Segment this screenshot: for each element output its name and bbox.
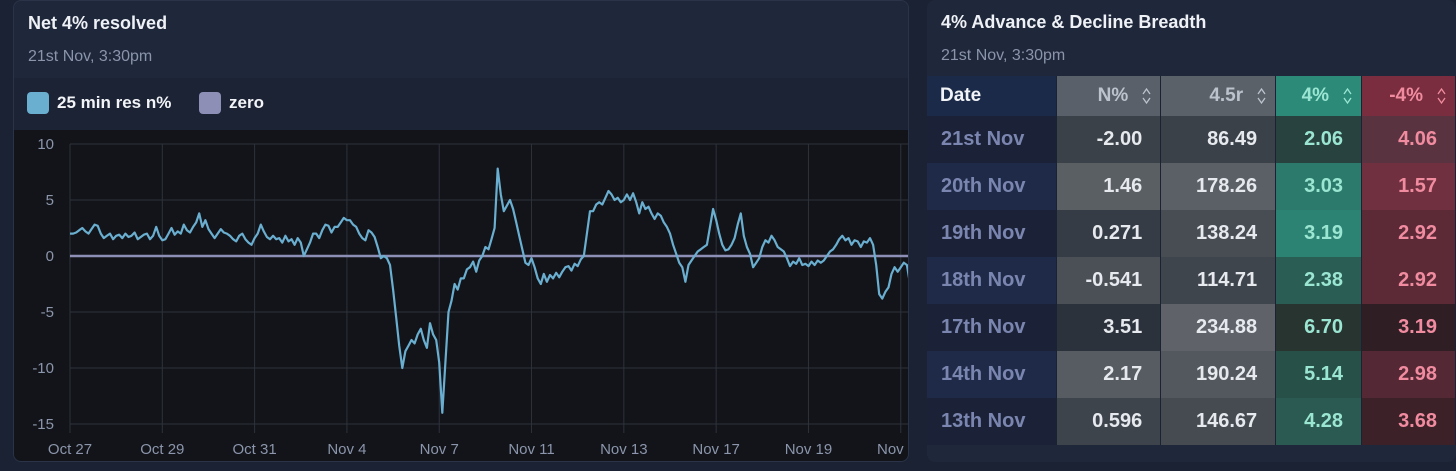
x-tick-label: Nov 7 [420, 441, 459, 458]
cell-decline: 4.06 [1361, 116, 1456, 163]
header-label: 4% [1301, 85, 1330, 106]
table-row[interactable]: 14th Nov 2.17 190.24 5.14 2.98 [927, 351, 1456, 398]
cell-n-pct: -0.541 [1056, 257, 1162, 304]
cell-decline: 3.68 [1361, 398, 1456, 445]
header-n-pct[interactable]: N% [1056, 76, 1162, 116]
panel-title: Net 4% resolved [28, 13, 168, 33]
cell-n-pct: -2.00 [1056, 116, 1162, 163]
cell-n-pct: 2.17 [1056, 351, 1162, 398]
cell-n-pct: 3.51 [1056, 304, 1162, 351]
series-line-main [70, 167, 908, 414]
table-row[interactable]: 13th Nov 0.596 146.67 4.28 3.68 [927, 398, 1456, 445]
header-date[interactable]: Date [927, 76, 1058, 116]
legend-item-series[interactable]: 25 min res n% [27, 92, 171, 114]
cell-decline: 2.98 [1361, 351, 1456, 398]
table-row[interactable]: 17th Nov 3.51 234.88 6.70 3.19 [927, 304, 1456, 351]
x-tick-label: Nov 17 [692, 441, 740, 458]
sort-icon[interactable] [1142, 87, 1151, 105]
cell-ratio: 86.49 [1160, 116, 1277, 163]
chart-area: 10 5 0 -5 -10 -15 Oct 27 Oct 29 Oct 31 Nov 4 Nov 7… [14, 130, 909, 461]
sort-icon[interactable] [1343, 87, 1352, 105]
sort-icon[interactable] [1437, 87, 1446, 105]
breadth-table: Date N% 4.5r 4% -4% 21st Nov [927, 76, 1456, 445]
panel-subtitle: 21st Nov, 3:30pm [941, 47, 1066, 64]
date: 20th Nov [927, 163, 1058, 210]
y-tick-label: 5 [46, 192, 54, 209]
cell-decline: 2.92 [1361, 257, 1456, 304]
x-tick-label: Oct 31 [233, 441, 277, 458]
legend-swatch-series [27, 92, 49, 114]
x-tick-label: Nov 19 [785, 441, 833, 458]
date: 21st Nov [927, 116, 1058, 163]
x-tick-label: Nov 4 [327, 441, 366, 458]
table-header-row: Date N% 4.5r 4% -4% [927, 76, 1456, 116]
cell-advance: 4.28 [1275, 398, 1363, 445]
x-tick-label: Nov 13 [600, 441, 648, 458]
cell-n-pct: 0.271 [1056, 210, 1162, 257]
header-label: 4.5r [1209, 85, 1244, 106]
table-row[interactable]: 18th Nov -0.541 114.71 2.38 2.92 [927, 257, 1456, 304]
date: 13th Nov [927, 398, 1058, 445]
table-row[interactable]: 19th Nov 0.271 138.24 3.19 2.92 [927, 210, 1456, 257]
cell-n-pct: 1.46 [1056, 163, 1162, 210]
header-ratio[interactable]: 4.5r [1160, 76, 1277, 116]
legend-item-zero[interactable]: zero [199, 92, 264, 114]
sort-icon[interactable] [1257, 87, 1266, 105]
x-tick-label: Nov 21 [877, 441, 909, 458]
cell-ratio: 234.88 [1160, 304, 1277, 351]
cell-advance: 2.38 [1275, 257, 1363, 304]
legend-label-series: 25 min res n% [57, 93, 172, 112]
header-advance[interactable]: 4% [1275, 76, 1363, 116]
table-row[interactable]: 20th Nov 1.46 178.26 3.03 1.57 [927, 163, 1456, 210]
header-decline[interactable]: -4% [1361, 76, 1456, 116]
line-chart: 10 5 0 -5 -10 -15 Oct 27 Oct 29 Oct 31 Nov 4 Nov 7… [32, 136, 909, 458]
y-tick-label: 10 [37, 136, 54, 153]
cell-ratio: 190.24 [1160, 351, 1277, 398]
net-resolved-panel: Net 4% resolved 21st Nov, 3:30pm 25 min … [13, 0, 909, 462]
y-tick-label: -5 [41, 304, 54, 321]
legend-swatch-zero [199, 92, 221, 114]
cell-advance: 5.14 [1275, 351, 1363, 398]
chart-legend: 25 min res n% zero [14, 78, 908, 130]
cell-decline: 2.92 [1361, 210, 1456, 257]
cell-ratio: 178.26 [1160, 163, 1277, 210]
date: 17th Nov [927, 304, 1058, 351]
breadth-panel: 4% Advance & Decline Breadth 21st Nov, 3… [927, 0, 1456, 462]
cell-advance: 3.19 [1275, 210, 1363, 257]
panel-title: 4% Advance & Decline Breadth [941, 12, 1207, 32]
cell-advance: 6.70 [1275, 304, 1363, 351]
cell-n-pct: 0.596 [1056, 398, 1162, 445]
table-row[interactable]: 21st Nov -2.00 86.49 2.06 4.06 [927, 116, 1456, 163]
cell-ratio: 146.67 [1160, 398, 1277, 445]
date: 14th Nov [927, 351, 1058, 398]
header-label: N% [1097, 85, 1129, 106]
panel-subtitle: 21st Nov, 3:30pm [28, 48, 153, 65]
cell-ratio: 138.24 [1160, 210, 1277, 257]
y-tick-label: -10 [32, 360, 54, 377]
x-tick-label: Oct 29 [140, 441, 184, 458]
cell-decline: 1.57 [1361, 163, 1456, 210]
legend-label-zero: zero [229, 93, 264, 112]
date: 19th Nov [927, 210, 1058, 257]
cell-advance: 2.06 [1275, 116, 1363, 163]
y-tick-label: -15 [32, 416, 54, 433]
cell-decline: 3.19 [1361, 304, 1456, 351]
header-label: -4% [1389, 85, 1423, 106]
cell-advance: 3.03 [1275, 163, 1363, 210]
date: 18th Nov [927, 257, 1058, 304]
table-body: 21st Nov -2.00 86.49 2.06 4.06 20th Nov 1.46 17… [927, 116, 1456, 445]
x-tick-label: Nov 11 [508, 441, 554, 458]
y-tick-label: 0 [46, 248, 54, 265]
x-tick-label: Oct 27 [48, 441, 92, 458]
cell-ratio: 114.71 [1160, 257, 1277, 304]
